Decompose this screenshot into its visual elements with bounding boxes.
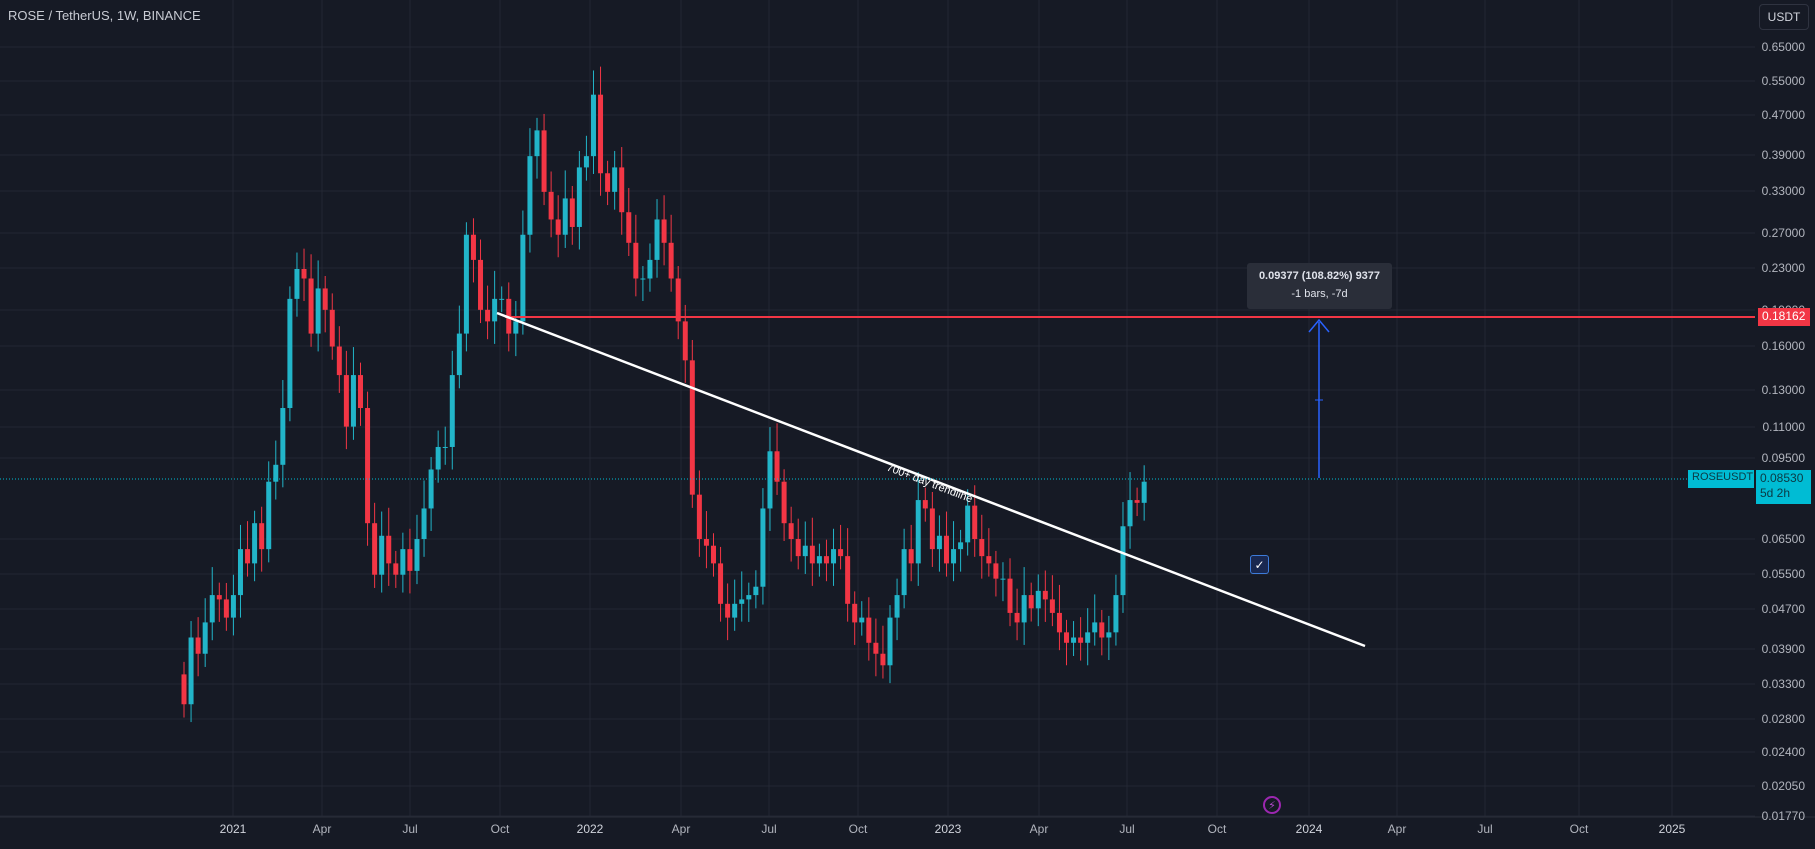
price-axis-label: 0.06500 [1761,532,1805,546]
price-axis-label: 0.03900 [1761,642,1805,656]
symbol-title: ROSE / TetherUS, 1W, BINANCE [8,8,201,23]
time-axis-label: Apr [1387,822,1407,836]
time-axis-label: Jul [1119,822,1135,836]
last-price-value: 0.08530 [1760,471,1804,485]
time-axis-label: 2025 [1658,822,1686,836]
lightning-event-icon[interactable]: ⚡ [1263,796,1281,814]
measure-tooltip: 0.09377 (108.82%) 9377 -1 bars, -7d [1247,263,1392,309]
price-axis-label: 0.47000 [1761,108,1805,122]
time-axis-label: Oct [848,822,868,836]
price-axis-label: 0.03300 [1761,677,1805,691]
last-price-countdown: 5d 2h [1760,486,1791,500]
price-axis-label: 0.55000 [1761,74,1805,88]
measure-arrow[interactable] [1308,318,1330,478]
measure-tooltip-line2: -1 bars, -7d [1291,288,1348,300]
time-axis-label: Apr [671,822,691,836]
time-axis-label: Jul [1477,822,1493,836]
last-price-tag: 0.08530 5d 2h [1756,470,1811,504]
time-axis-label: Oct [490,822,510,836]
time-axis-label: 2022 [576,822,604,836]
price-axis-label: 0.39000 [1761,148,1805,162]
price-axis-label: 0.27000 [1761,226,1805,240]
time-axis-label: Oct [1207,822,1227,836]
resistance-price-tag: 0.18162 [1758,308,1810,326]
price-axis-label: 0.23000 [1761,261,1805,275]
time-axis-label: Apr [1029,822,1049,836]
last-price-symbol-tag: ROSEUSDT [1688,470,1754,488]
price-axis-label: 0.09500 [1761,451,1805,465]
price-axis-label: 0.02800 [1761,712,1805,726]
time-axis-label: 2023 [934,822,962,836]
trendline-label: 700+ day trendline [885,462,974,506]
price-axis-label: 0.01770 [1761,809,1805,823]
price-axis-label: 0.02050 [1761,779,1805,793]
price-axis-label: 0.33000 [1761,184,1805,198]
currency-button[interactable]: USDT [1759,4,1809,30]
time-axis-label: Jul [761,822,777,836]
chart-grid [0,0,1755,817]
time-axis-label: Apr [312,822,332,836]
time-axis-label: Oct [1569,822,1589,836]
price-axis-label: 0.16000 [1761,339,1805,353]
price-axis-label: 0.04700 [1761,602,1805,616]
checkmark-icon: ✓ [1250,555,1269,574]
price-axis-label: 0.11000 [1762,420,1806,434]
time-axis-label: 2021 [219,822,247,836]
time-axis-label: Jul [402,822,418,836]
price-axis-label: 0.05500 [1761,567,1805,581]
price-axis-label: 0.13000 [1761,383,1805,397]
time-axis-label: 2024 [1295,822,1323,836]
candlestick-series [181,66,1147,723]
price-axis-label: 0.02400 [1761,745,1805,759]
measure-tooltip-line1: 0.09377 (108.82%) 9377 [1258,270,1381,282]
price-axis-label: 0.65000 [1761,40,1805,54]
